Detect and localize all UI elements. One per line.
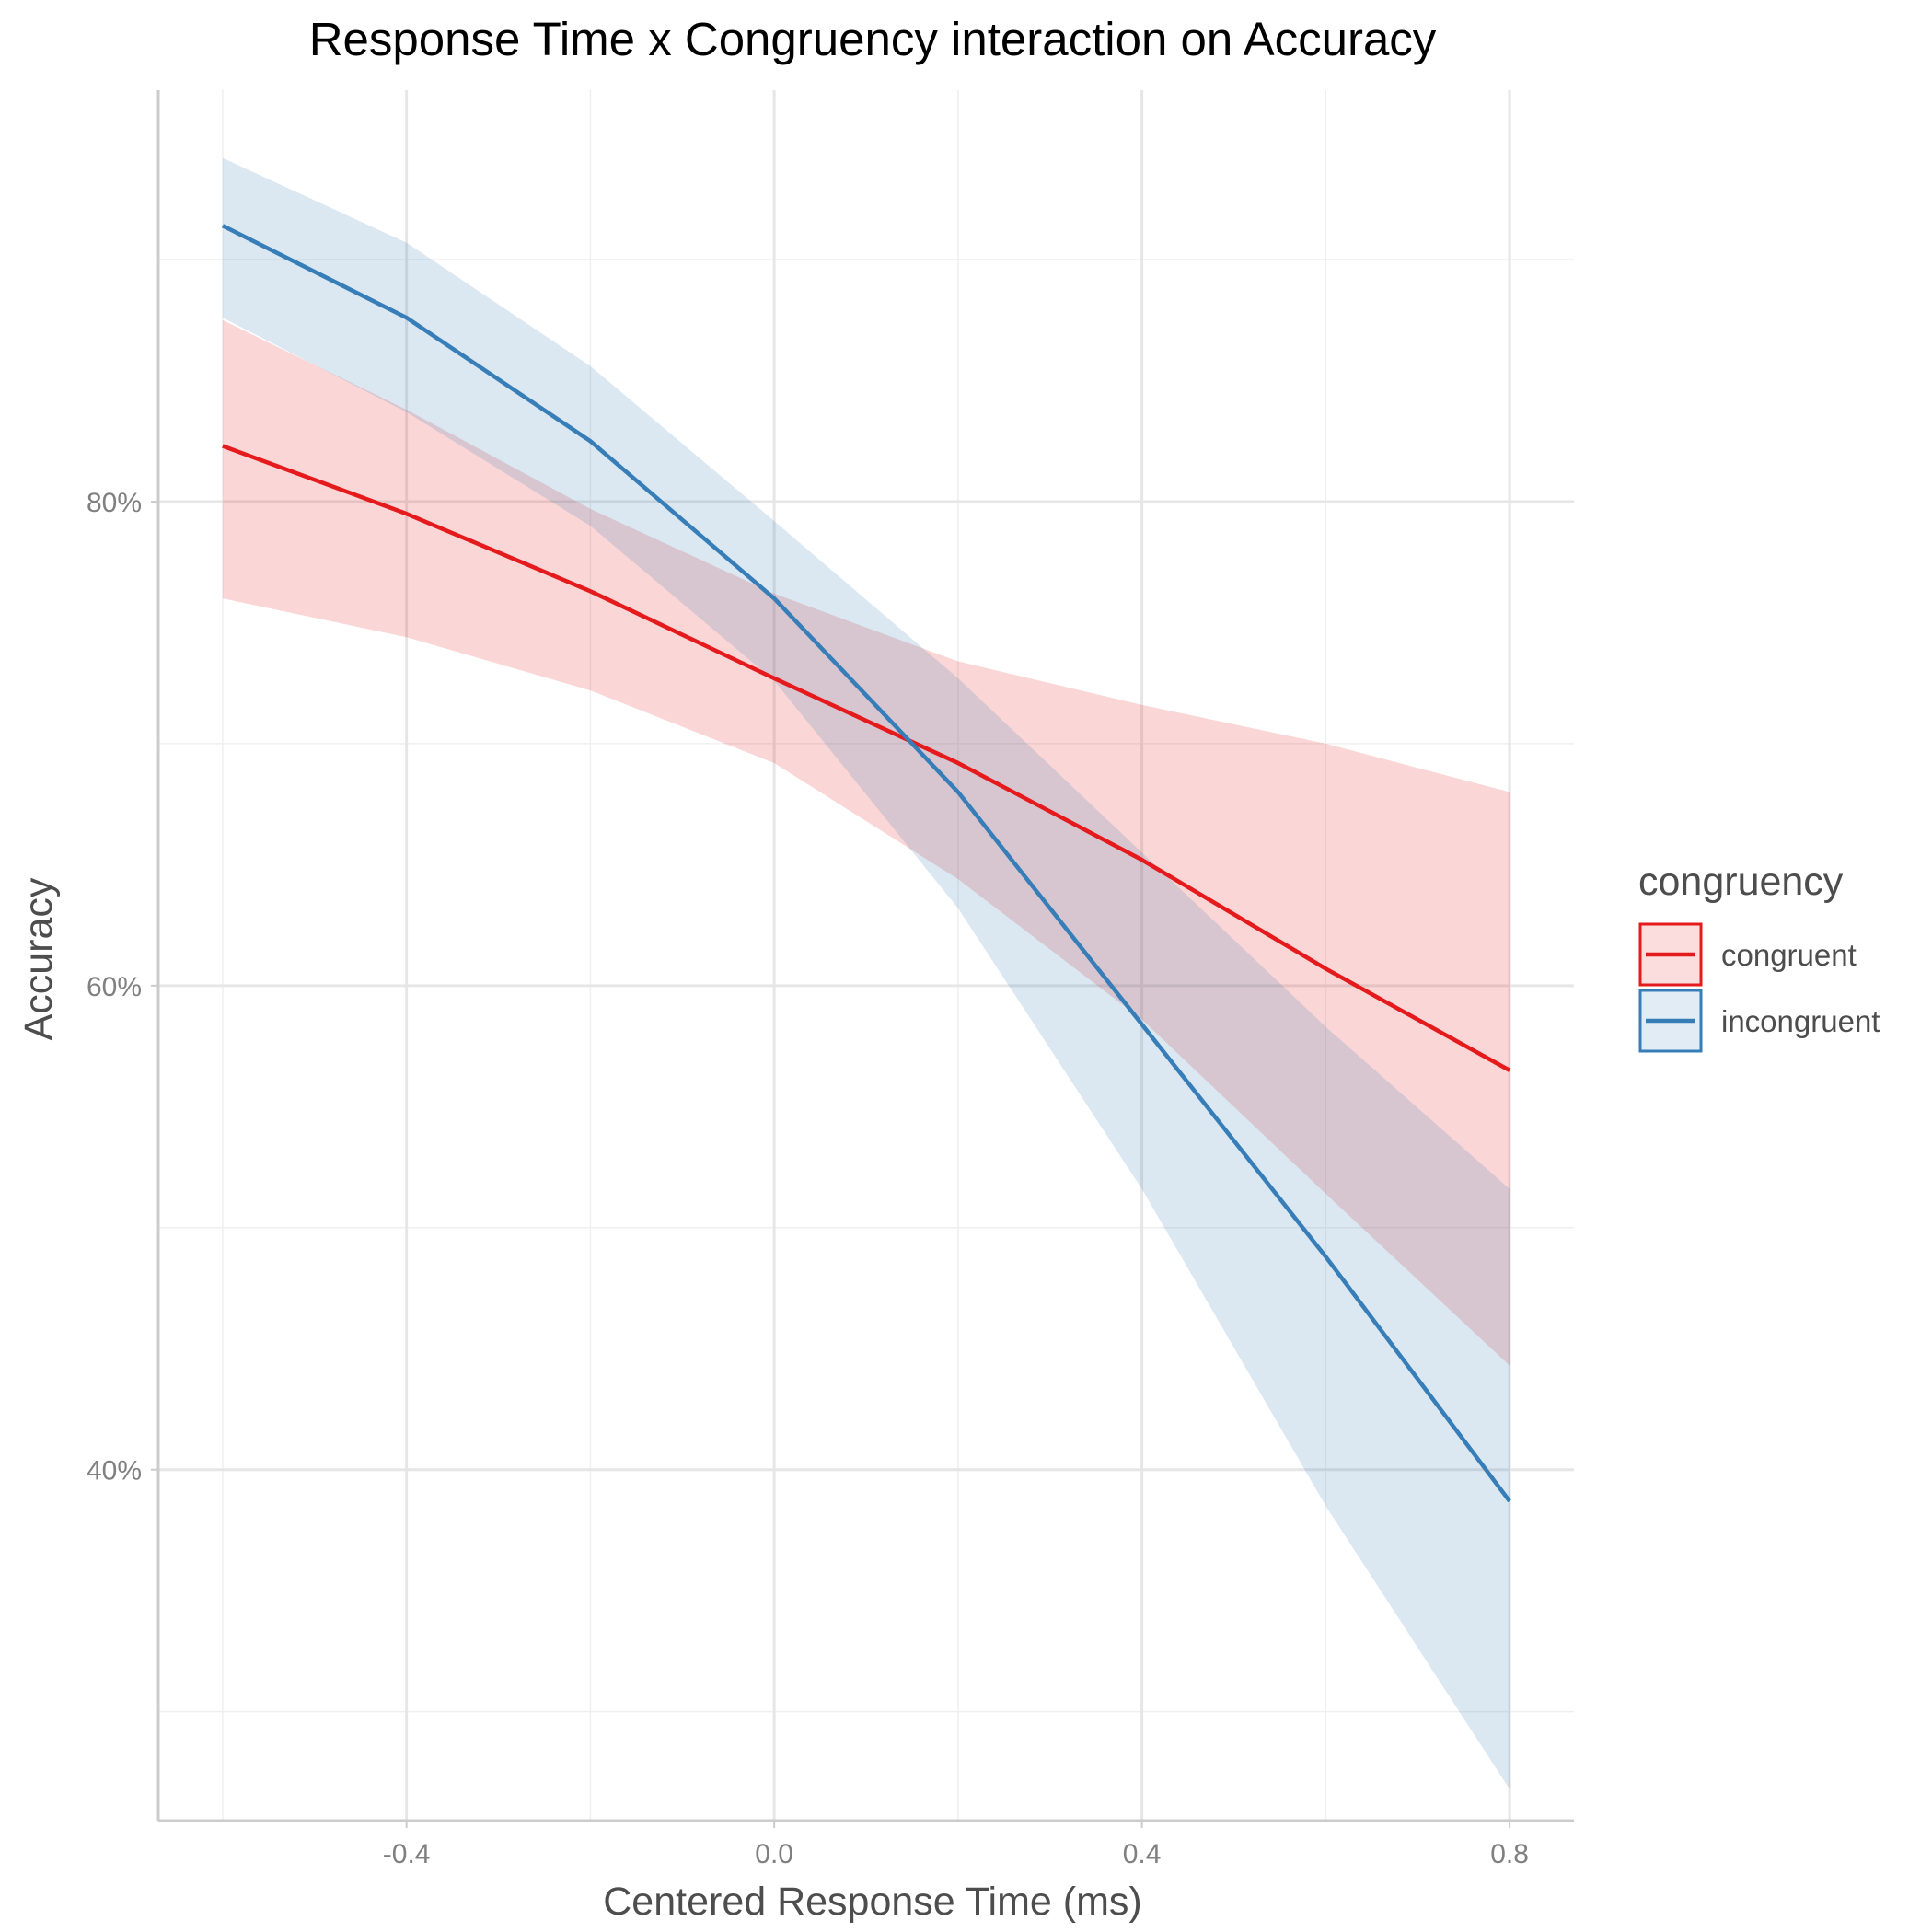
congruent-confidence-band [222, 319, 1510, 1366]
x-tick-label: 0.4 [1123, 1839, 1162, 1869]
y-axis-title: Accuracy [17, 877, 61, 1040]
series-lines [221, 224, 1511, 1503]
major-gridlines [158, 90, 1574, 1821]
x-axis-title: Centered Response Time (ms) [603, 1880, 1142, 1924]
legend: congruency congruent incongruent [1638, 860, 1880, 1053]
congruent-line [222, 444, 1511, 1072]
x-tick-label: 0.0 [755, 1839, 793, 1869]
incongruent-line [221, 224, 1511, 1503]
legend-title: congruency [1638, 860, 1844, 904]
chart-title: Response Time x Congruency interaction o… [309, 13, 1437, 65]
incongruent-confidence-band [222, 157, 1510, 1789]
y-tick-label: 80% [87, 488, 142, 518]
x-axis-ticks: -0.4 0.0 0.4 0.8 [383, 1821, 1529, 1869]
y-tick-label: 60% [87, 972, 142, 1002]
x-tick-label: -0.4 [383, 1839, 431, 1869]
y-tick-label: 40% [87, 1456, 142, 1487]
x-tick-label: 0.8 [1490, 1839, 1529, 1869]
legend-label-incongruent: incongruent [1721, 1004, 1880, 1038]
minor-gridlines [158, 90, 1574, 1821]
y-axis-ticks: 40% 60% 80% [87, 488, 158, 1487]
legend-label-congruent: congruent [1721, 938, 1857, 972]
confidence-bands [222, 157, 1510, 1789]
